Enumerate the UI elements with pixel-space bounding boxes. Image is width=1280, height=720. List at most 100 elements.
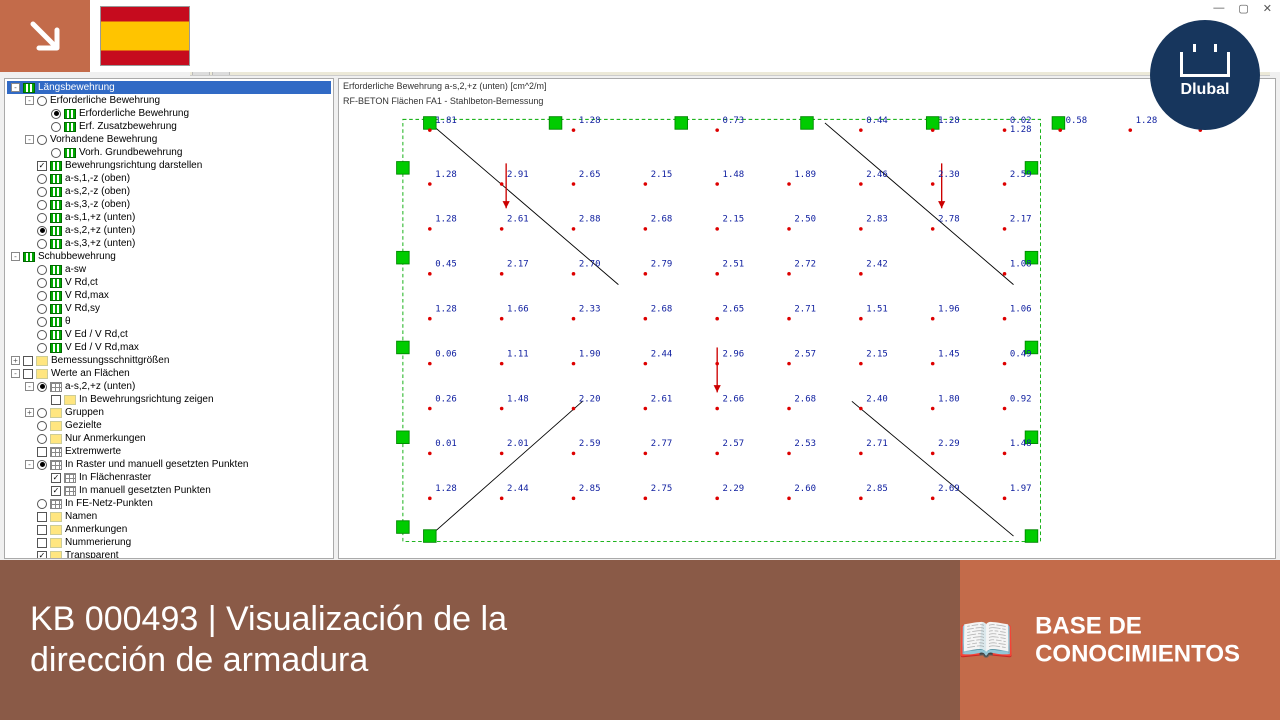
tree-label: a-s,3,+z (unten)	[65, 237, 135, 250]
note-icon	[36, 369, 48, 379]
svg-text:2.30: 2.30	[938, 170, 960, 180]
svg-text:2.68: 2.68	[651, 215, 673, 225]
tree-item[interactable]: θ	[7, 315, 331, 328]
tree-item[interactable]: -In Raster und manuell gesetzten Punkten	[7, 458, 331, 471]
tree-item[interactable]: a-s,3,+z (unten)	[7, 237, 331, 250]
canvas[interactable]: 1.811.280.730.441.280.021.280.581.281.28…	[349, 105, 1265, 554]
tree-item[interactable]: -Schubbewehrung	[7, 250, 331, 263]
tree-item[interactable]: -Werte an Flächen	[7, 367, 331, 380]
svg-text:0.73: 0.73	[723, 116, 745, 126]
svg-text:2.20: 2.20	[579, 394, 601, 404]
svg-text:2.17: 2.17	[1010, 215, 1032, 225]
svg-text:1.28: 1.28	[435, 170, 457, 180]
bars-icon	[50, 187, 62, 197]
tree-item[interactable]: -Längsbewehrung	[7, 81, 331, 94]
tree-item[interactable]: a-s,1,+z (unten)	[7, 211, 331, 224]
tree-item[interactable]: ✓Transparent	[7, 549, 331, 559]
navigator-tree[interactable]: -Längsbewehrung-Erforderliche BewehrungE…	[4, 78, 334, 559]
bars-icon	[50, 304, 62, 314]
svg-text:0.58: 0.58	[1066, 116, 1088, 126]
tree-item[interactable]: ✓In manuell gesetzten Punkten	[7, 484, 331, 497]
tree-label: Nur Anmerkungen	[65, 432, 146, 445]
svg-text:1.28: 1.28	[579, 116, 601, 126]
svg-text:2.88: 2.88	[579, 215, 601, 225]
dlubal-text: Dlubal	[1181, 81, 1230, 99]
tree-item[interactable]: V Rd,ct	[7, 276, 331, 289]
tree-item[interactable]: Anmerkungen	[7, 523, 331, 536]
bars-icon	[50, 317, 62, 327]
grid-icon	[64, 486, 76, 496]
svg-text:2.79: 2.79	[651, 260, 673, 270]
tree-item[interactable]: a-sw	[7, 263, 331, 276]
tree-item[interactable]: Vorh. Grundbewehrung	[7, 146, 331, 159]
tree-label: Erf. Zusatzbewehrung	[79, 120, 177, 133]
bars-icon	[50, 174, 62, 184]
svg-text:2.44: 2.44	[507, 484, 529, 494]
bars-icon	[50, 161, 62, 171]
spain-flag-icon	[100, 6, 190, 66]
svg-text:1.28: 1.28	[435, 484, 457, 494]
tree-item[interactable]: Gezielte	[7, 419, 331, 432]
tree-label: In Bewehrungsrichtung zeigen	[79, 393, 214, 406]
svg-text:2.65: 2.65	[579, 170, 601, 180]
tree-item[interactable]: +Bemessungsschnittgrößen	[7, 354, 331, 367]
svg-text:0.49: 0.49	[1010, 349, 1032, 359]
svg-text:0.01: 0.01	[435, 439, 457, 449]
tree-label: Gezielte	[65, 419, 102, 432]
window-controls: — ▢ ✕	[1213, 2, 1272, 15]
svg-text:1.89: 1.89	[794, 170, 816, 180]
graphics-viewport[interactable]: Erforderliche Bewehrung a-s,2,+z (unten)…	[338, 78, 1276, 559]
tree-item[interactable]: Extremwerte	[7, 445, 331, 458]
tree-label: Erforderliche Bewehrung	[79, 107, 189, 120]
svg-text:1.48: 1.48	[1010, 439, 1032, 449]
svg-text:1.80: 1.80	[938, 394, 960, 404]
tree-item[interactable]: -Vorhandene Bewehrung	[7, 133, 331, 146]
tree-item[interactable]: V Ed / V Rd,max	[7, 341, 331, 354]
tree-item[interactable]: In FE-Netz-Punkten	[7, 497, 331, 510]
maximize-button[interactable]: ▢	[1238, 2, 1248, 15]
minimize-button[interactable]: —	[1213, 2, 1224, 15]
tree-item[interactable]: Namen	[7, 510, 331, 523]
bars-icon	[50, 239, 62, 249]
bars-icon	[23, 83, 35, 93]
tree-item[interactable]: +Gruppen	[7, 406, 331, 419]
tree-item[interactable]: -Erforderliche Bewehrung	[7, 94, 331, 107]
note-icon	[50, 525, 62, 535]
tree-item[interactable]: ✓Bewehrungsrichtung darstellen	[7, 159, 331, 172]
close-button[interactable]: ✕	[1263, 2, 1272, 15]
svg-text:0.06: 0.06	[435, 349, 457, 359]
tree-item[interactable]: a-s,2,-z (oben)	[7, 185, 331, 198]
svg-text:2.29: 2.29	[723, 484, 745, 494]
dlubal-logo: Dlubal	[1150, 20, 1260, 130]
svg-text:1.08: 1.08	[1010, 260, 1032, 270]
svg-text:2.75: 2.75	[651, 484, 673, 494]
tree-label: Längsbewehrung	[38, 81, 115, 94]
tree-item[interactable]: Nummerierung	[7, 536, 331, 549]
bars-icon	[50, 343, 62, 353]
tree-item[interactable]: Erf. Zusatzbewehrung	[7, 120, 331, 133]
tree-item[interactable]: Erforderliche Bewehrung	[7, 107, 331, 120]
tree-item[interactable]: Nur Anmerkungen	[7, 432, 331, 445]
tree-item[interactable]: ✓In Flächenraster	[7, 471, 331, 484]
svg-text:2.71: 2.71	[794, 305, 816, 315]
svg-text:2.68: 2.68	[651, 305, 673, 315]
tree-item[interactable]: a-s,3,-z (oben)	[7, 198, 331, 211]
tree-item[interactable]: In Bewehrungsrichtung zeigen	[7, 393, 331, 406]
svg-text:2.78: 2.78	[938, 215, 960, 225]
tree-item[interactable]: a-s,1,-z (oben)	[7, 172, 331, 185]
tree-item[interactable]: V Rd,sy	[7, 302, 331, 315]
tree-label: θ	[65, 315, 71, 328]
svg-text:1.66: 1.66	[507, 305, 529, 315]
tree-item[interactable]: V Rd,max	[7, 289, 331, 302]
note-icon	[50, 551, 62, 560]
svg-text:0.92: 0.92	[1010, 394, 1032, 404]
svg-text:0.44: 0.44	[866, 116, 888, 126]
tree-item[interactable]: V Ed / V Rd,ct	[7, 328, 331, 341]
svg-text:2.61: 2.61	[507, 215, 529, 225]
kb-label: BASE DECONOCIMIENTOS	[1035, 612, 1240, 667]
tree-label: Extremwerte	[65, 445, 121, 458]
arrow-badge	[0, 0, 90, 72]
tree-item[interactable]: a-s,2,+z (unten)	[7, 224, 331, 237]
tree-item[interactable]: -a-s,2,+z (unten)	[7, 380, 331, 393]
svg-text:2.66: 2.66	[723, 394, 745, 404]
